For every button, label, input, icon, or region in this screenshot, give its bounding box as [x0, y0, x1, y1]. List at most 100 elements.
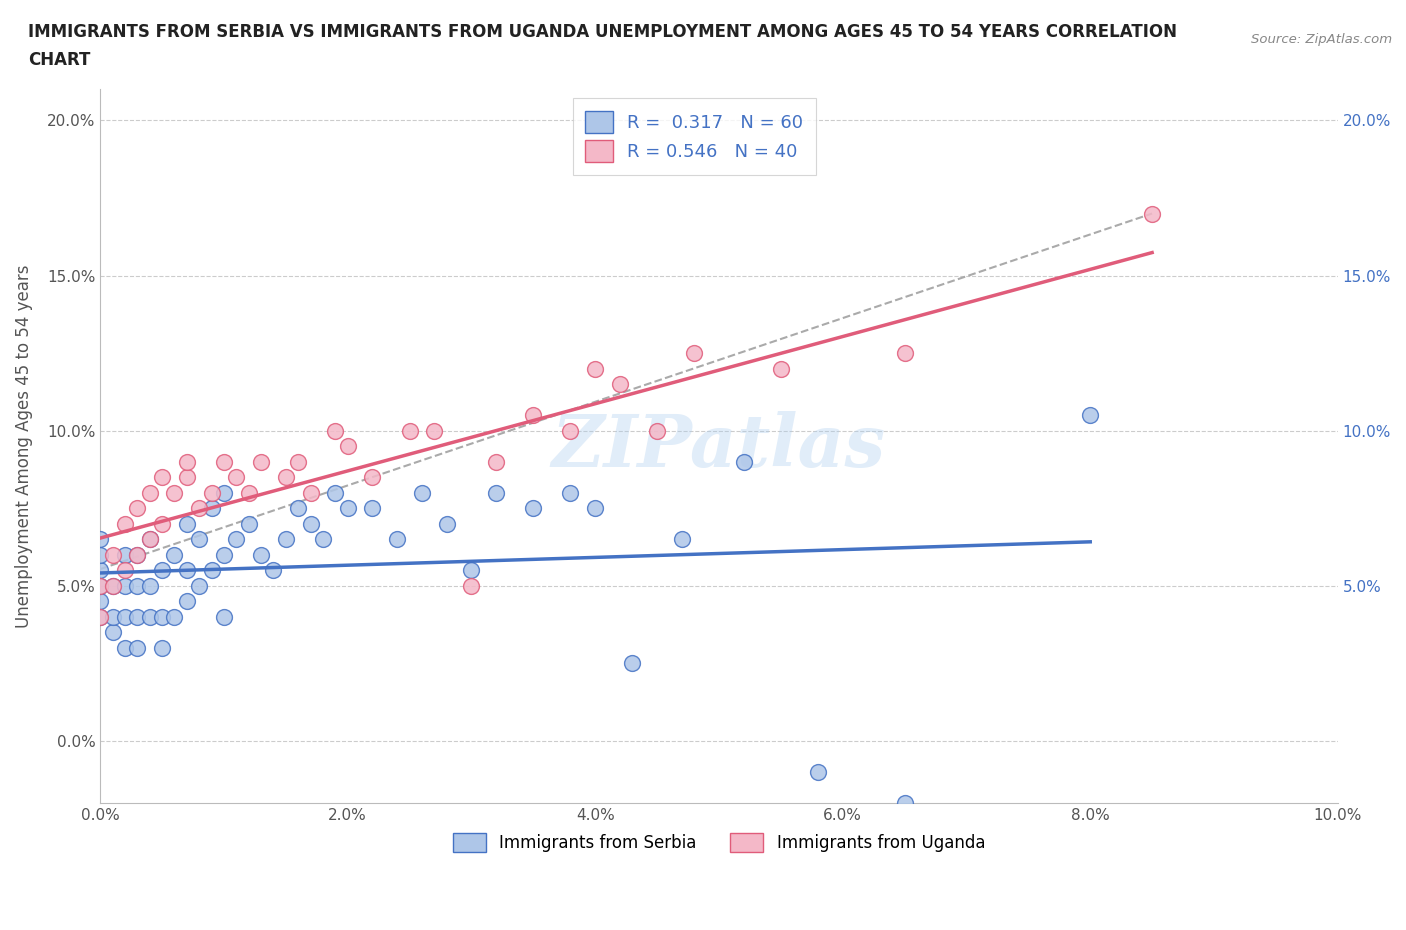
Point — [645, 423, 668, 438]
Point — [89, 548, 111, 563]
Point — [138, 485, 160, 500]
Legend: Immigrants from Serbia, Immigrants from Uganda: Immigrants from Serbia, Immigrants from … — [446, 827, 991, 859]
Y-axis label: Unemployment Among Ages 45 to 54 years: Unemployment Among Ages 45 to 54 years — [15, 264, 32, 628]
Point — [621, 656, 644, 671]
Point — [163, 485, 186, 500]
Point — [583, 361, 606, 376]
Point — [522, 407, 544, 422]
Point — [1140, 206, 1163, 221]
Point — [101, 609, 124, 624]
Point — [733, 455, 755, 470]
Point — [188, 578, 211, 593]
Point — [150, 609, 173, 624]
Point — [336, 439, 359, 454]
Point — [188, 532, 211, 547]
Point — [274, 532, 297, 547]
Point — [138, 532, 160, 547]
Point — [436, 516, 458, 531]
Point — [89, 578, 111, 593]
Point — [188, 501, 211, 516]
Point — [212, 609, 235, 624]
Point — [769, 361, 792, 376]
Point — [560, 423, 582, 438]
Point — [262, 563, 284, 578]
Point — [101, 548, 124, 563]
Point — [287, 501, 309, 516]
Point — [127, 548, 149, 563]
Point — [683, 346, 706, 361]
Point — [89, 609, 111, 624]
Point — [1078, 407, 1101, 422]
Point — [176, 470, 198, 485]
Point — [200, 501, 222, 516]
Point — [411, 485, 433, 500]
Text: ZIPatlas: ZIPatlas — [553, 411, 886, 482]
Point — [287, 455, 309, 470]
Point — [127, 548, 149, 563]
Point — [200, 485, 222, 500]
Point — [150, 641, 173, 656]
Point — [893, 346, 915, 361]
Point — [238, 516, 260, 531]
Point — [138, 578, 160, 593]
Point — [114, 516, 136, 531]
Point — [893, 796, 915, 811]
Point — [312, 532, 335, 547]
Point — [423, 423, 446, 438]
Point — [101, 578, 124, 593]
Point — [323, 423, 346, 438]
Point — [485, 455, 508, 470]
Point — [176, 594, 198, 609]
Point — [114, 641, 136, 656]
Point — [89, 532, 111, 547]
Point — [212, 485, 235, 500]
Point — [361, 470, 384, 485]
Point — [212, 548, 235, 563]
Point — [176, 455, 198, 470]
Point — [138, 532, 160, 547]
Point — [176, 563, 198, 578]
Text: IMMIGRANTS FROM SERBIA VS IMMIGRANTS FROM UGANDA UNEMPLOYMENT AMONG AGES 45 TO 5: IMMIGRANTS FROM SERBIA VS IMMIGRANTS FRO… — [28, 23, 1177, 41]
Point — [398, 423, 420, 438]
Point — [89, 609, 111, 624]
Point — [127, 501, 149, 516]
Point — [274, 470, 297, 485]
Point — [150, 516, 173, 531]
Point — [560, 485, 582, 500]
Point — [114, 609, 136, 624]
Point — [89, 594, 111, 609]
Point — [212, 455, 235, 470]
Point — [163, 609, 186, 624]
Point — [114, 548, 136, 563]
Point — [225, 470, 247, 485]
Point — [114, 563, 136, 578]
Point — [238, 485, 260, 500]
Point — [150, 563, 173, 578]
Point — [176, 516, 198, 531]
Point — [127, 609, 149, 624]
Point — [385, 532, 408, 547]
Point — [163, 548, 186, 563]
Point — [250, 548, 273, 563]
Point — [323, 485, 346, 500]
Point — [127, 641, 149, 656]
Text: Source: ZipAtlas.com: Source: ZipAtlas.com — [1251, 33, 1392, 46]
Point — [336, 501, 359, 516]
Point — [89, 578, 111, 593]
Point — [250, 455, 273, 470]
Point — [609, 377, 631, 392]
Point — [114, 578, 136, 593]
Point — [138, 609, 160, 624]
Point — [671, 532, 693, 547]
Point — [299, 516, 322, 531]
Point — [89, 563, 111, 578]
Point — [361, 501, 384, 516]
Text: CHART: CHART — [28, 51, 90, 69]
Point — [460, 563, 482, 578]
Point — [299, 485, 322, 500]
Point — [460, 578, 482, 593]
Point — [522, 501, 544, 516]
Point — [101, 578, 124, 593]
Point — [150, 470, 173, 485]
Point — [583, 501, 606, 516]
